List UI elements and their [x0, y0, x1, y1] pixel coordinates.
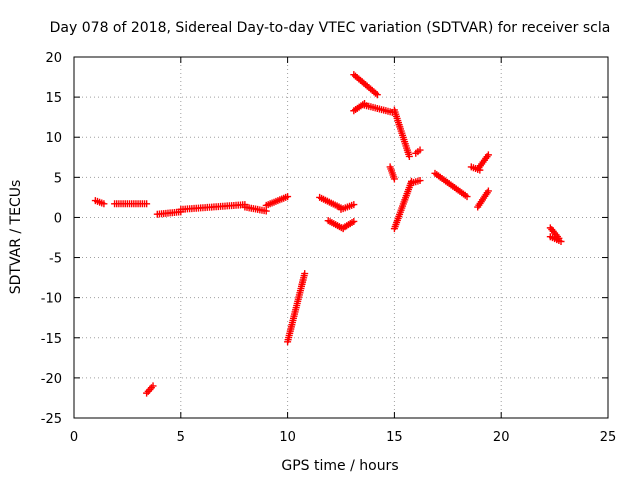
y-tick-label: -25 [41, 412, 62, 427]
y-tick-label: -15 [41, 332, 62, 347]
y-axis-label: SDTVAR / TECUs [8, 180, 24, 295]
y-tick-label: 0 [54, 211, 62, 226]
data-point [476, 166, 484, 174]
chart-title: Day 078 of 2018, Sidereal Day-to-day VTE… [50, 20, 611, 36]
y-tick-label: 20 [45, 51, 62, 66]
data-point [100, 200, 108, 208]
x-tick-label: 20 [493, 430, 510, 445]
data-point [373, 91, 381, 99]
x-tick-label: 5 [177, 430, 185, 445]
x-tick-label: 10 [279, 430, 296, 445]
x-tick-label: 15 [386, 430, 403, 445]
y-tick-label: -10 [41, 292, 62, 307]
data-point [390, 175, 398, 183]
data-point [284, 193, 292, 201]
data-point [484, 151, 492, 159]
plot-frame [73, 56, 609, 419]
x-tick-label: 0 [70, 430, 78, 445]
data-point [557, 238, 565, 246]
data-point [463, 193, 471, 201]
data-point [149, 382, 157, 390]
data-point [350, 217, 358, 225]
y-tick-label: -5 [49, 252, 62, 267]
grid-lines [74, 57, 608, 418]
axis-ticks: 0 5 10 15 20 25 -25 -20 -15 -10 -5 0 5 10 15 20 [41, 51, 617, 445]
data-point [416, 146, 424, 154]
data-point [405, 152, 413, 160]
data-point [484, 187, 492, 195]
y-tick-label: 5 [54, 171, 62, 186]
y-tick-label: 15 [45, 91, 62, 106]
y-tick-label: 10 [45, 131, 62, 146]
y-tick-label: -20 [41, 372, 62, 387]
x-tick-label: 25 [600, 430, 617, 445]
data-point [301, 270, 309, 278]
data-point [143, 200, 151, 208]
data-points [91, 71, 565, 397]
data-point [350, 201, 358, 209]
data-point [416, 177, 424, 185]
x-axis-label: GPS time / hours [281, 458, 398, 474]
